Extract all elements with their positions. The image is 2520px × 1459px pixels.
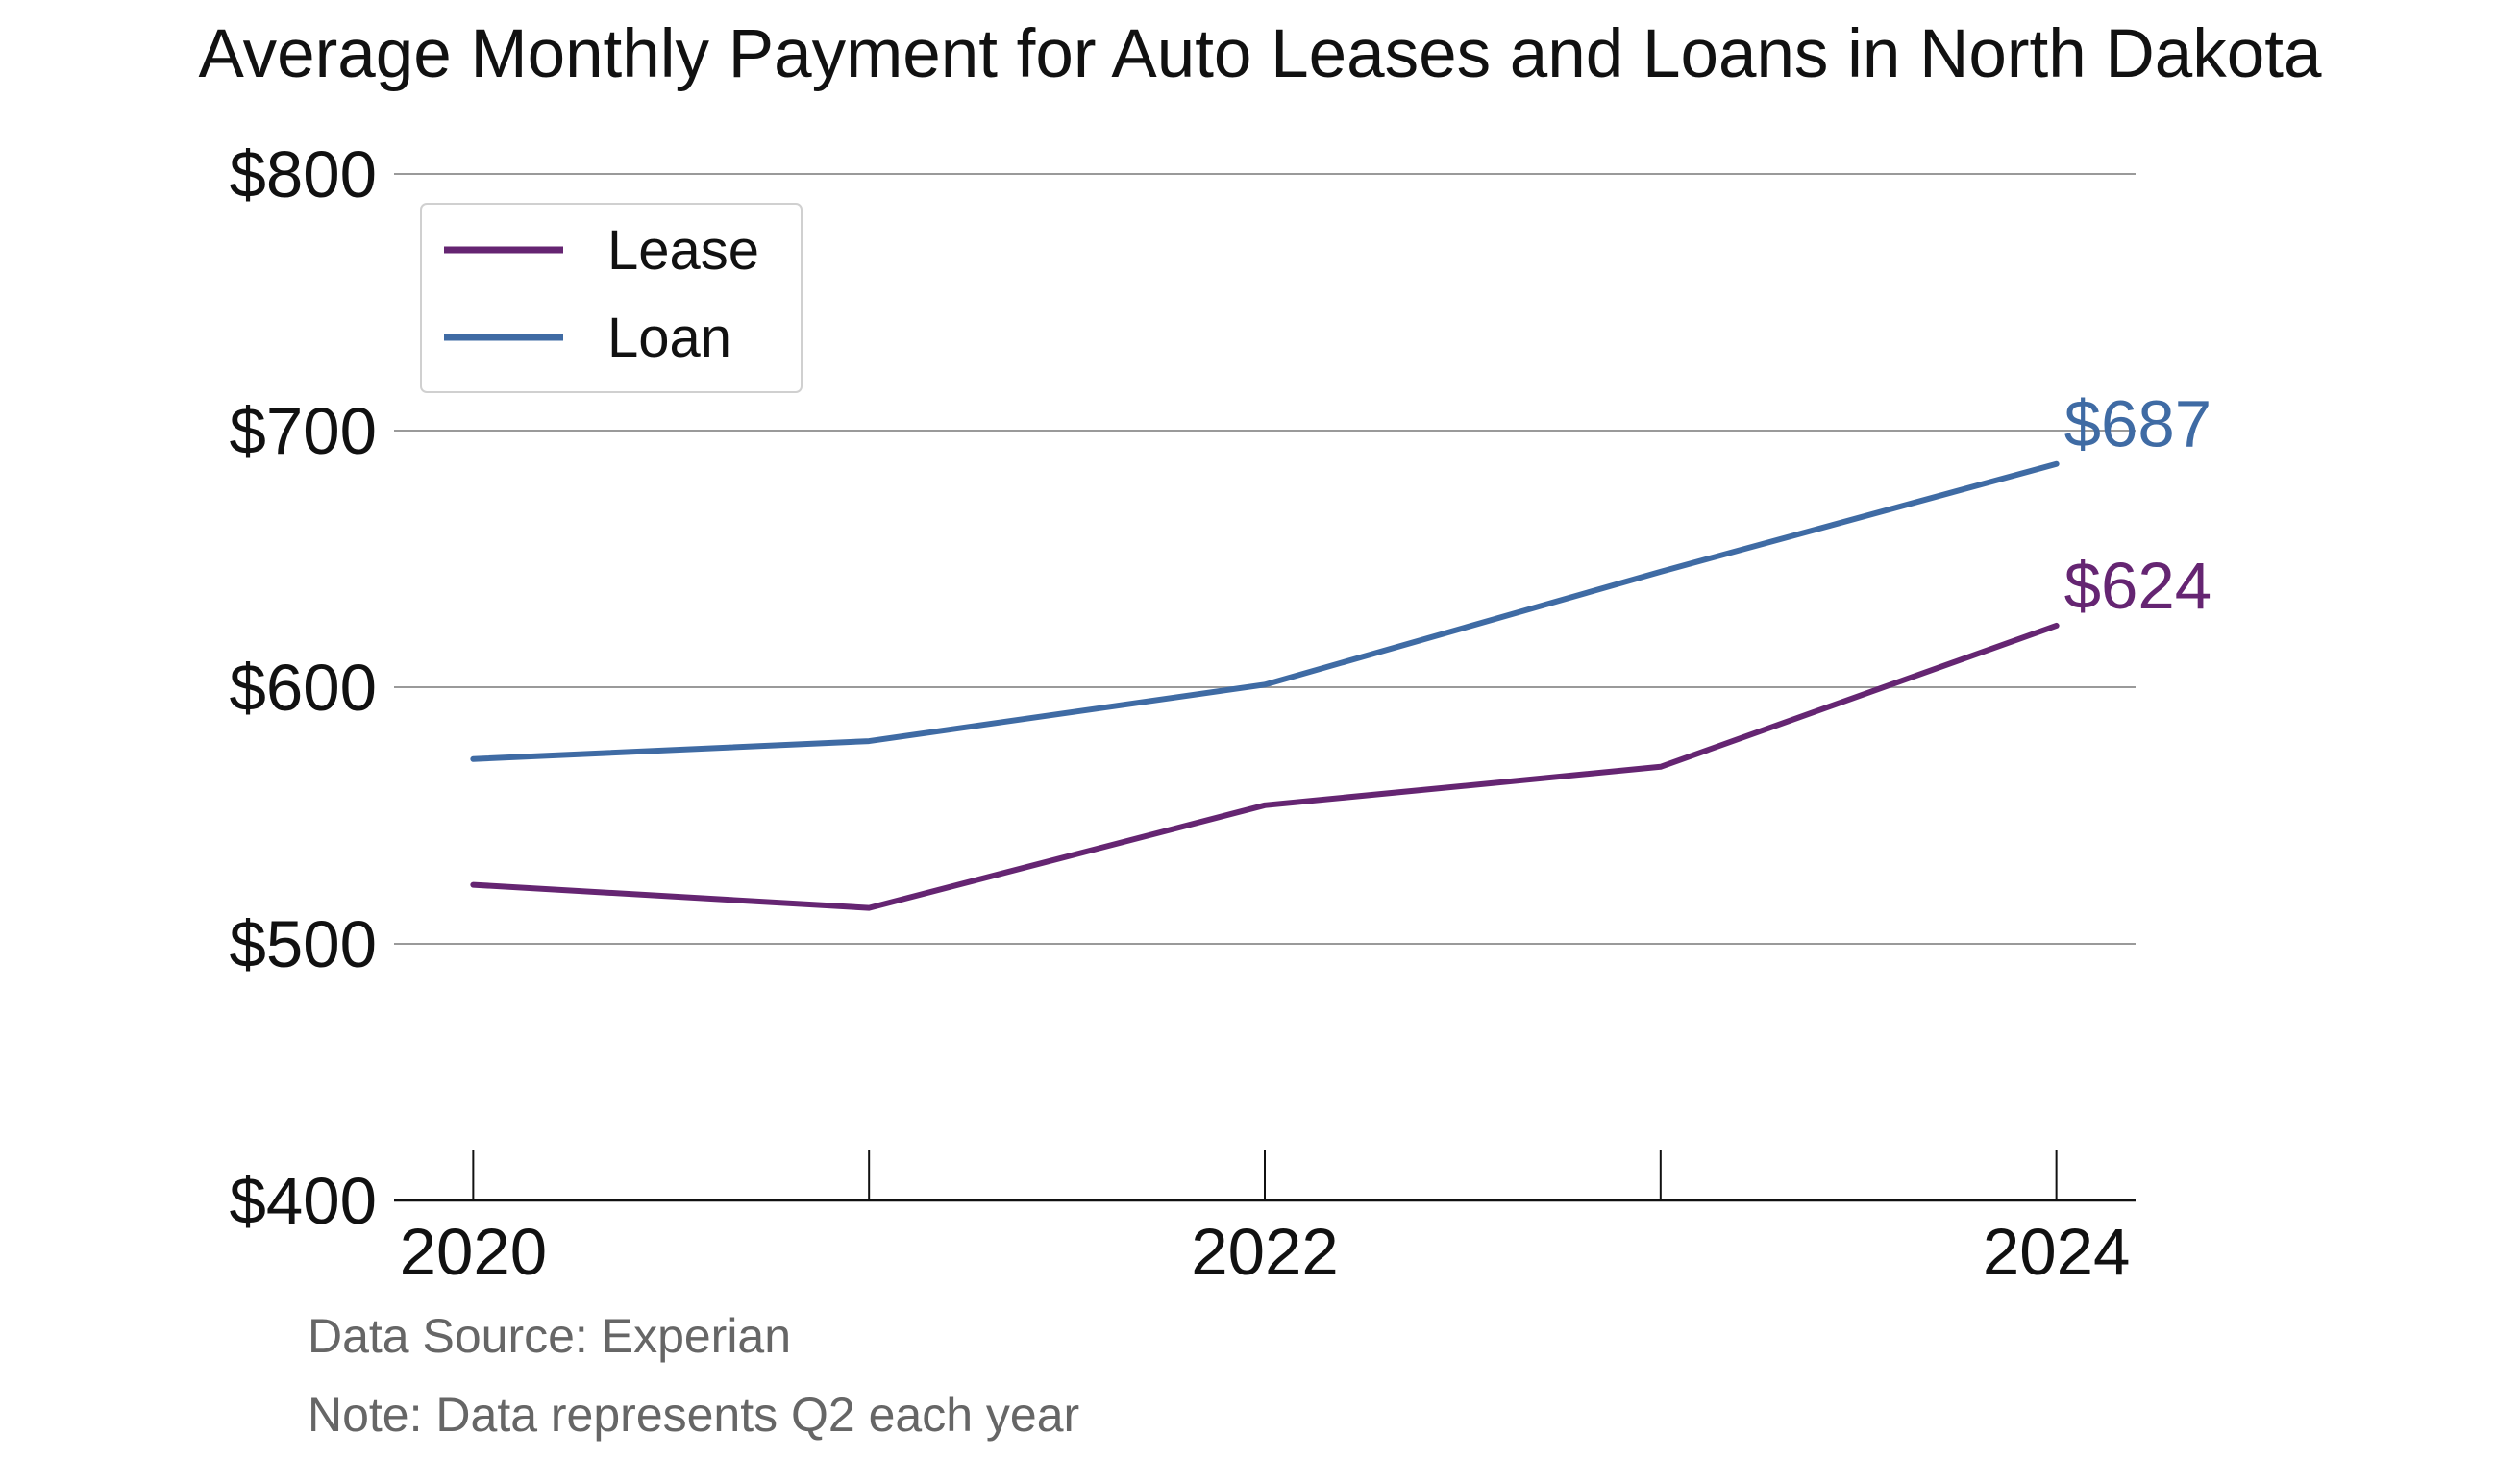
y-tick-label-400: $400	[230, 1164, 378, 1238]
legend: Lease Loan	[420, 203, 803, 393]
data-source-note: Data Source: Experian	[308, 1309, 791, 1363]
y-tick-label-500: $500	[230, 907, 378, 981]
end-label-loan: $687	[2064, 387, 2212, 461]
x-tick-label-2020: 2020	[400, 1215, 548, 1289]
x-tick-labels: 2020 2022 2024	[400, 1215, 2131, 1289]
x-tick-label-2024: 2024	[1983, 1215, 2131, 1289]
end-label-lease: $624	[2064, 549, 2212, 623]
chart-title: Average Monthly Payment for Auto Leases …	[199, 16, 2322, 92]
y-tick-labels: $400 $500 $600 $700 $800	[230, 137, 378, 1238]
axes	[394, 1150, 2136, 1202]
y-tick-label-800: $800	[230, 137, 378, 211]
legend-label-loan: Loan	[607, 307, 731, 369]
legend-label-lease: Lease	[607, 219, 759, 282]
x-tick-label-2022: 2022	[1191, 1215, 1339, 1289]
end-labels: $624 $687	[2064, 387, 2212, 623]
quarter-note: Note: Data represents Q2 each year	[308, 1388, 1079, 1442]
y-tick-label-700: $700	[230, 394, 378, 468]
series-lines	[470, 460, 2060, 911]
y-tick-label-600: $600	[230, 651, 378, 725]
